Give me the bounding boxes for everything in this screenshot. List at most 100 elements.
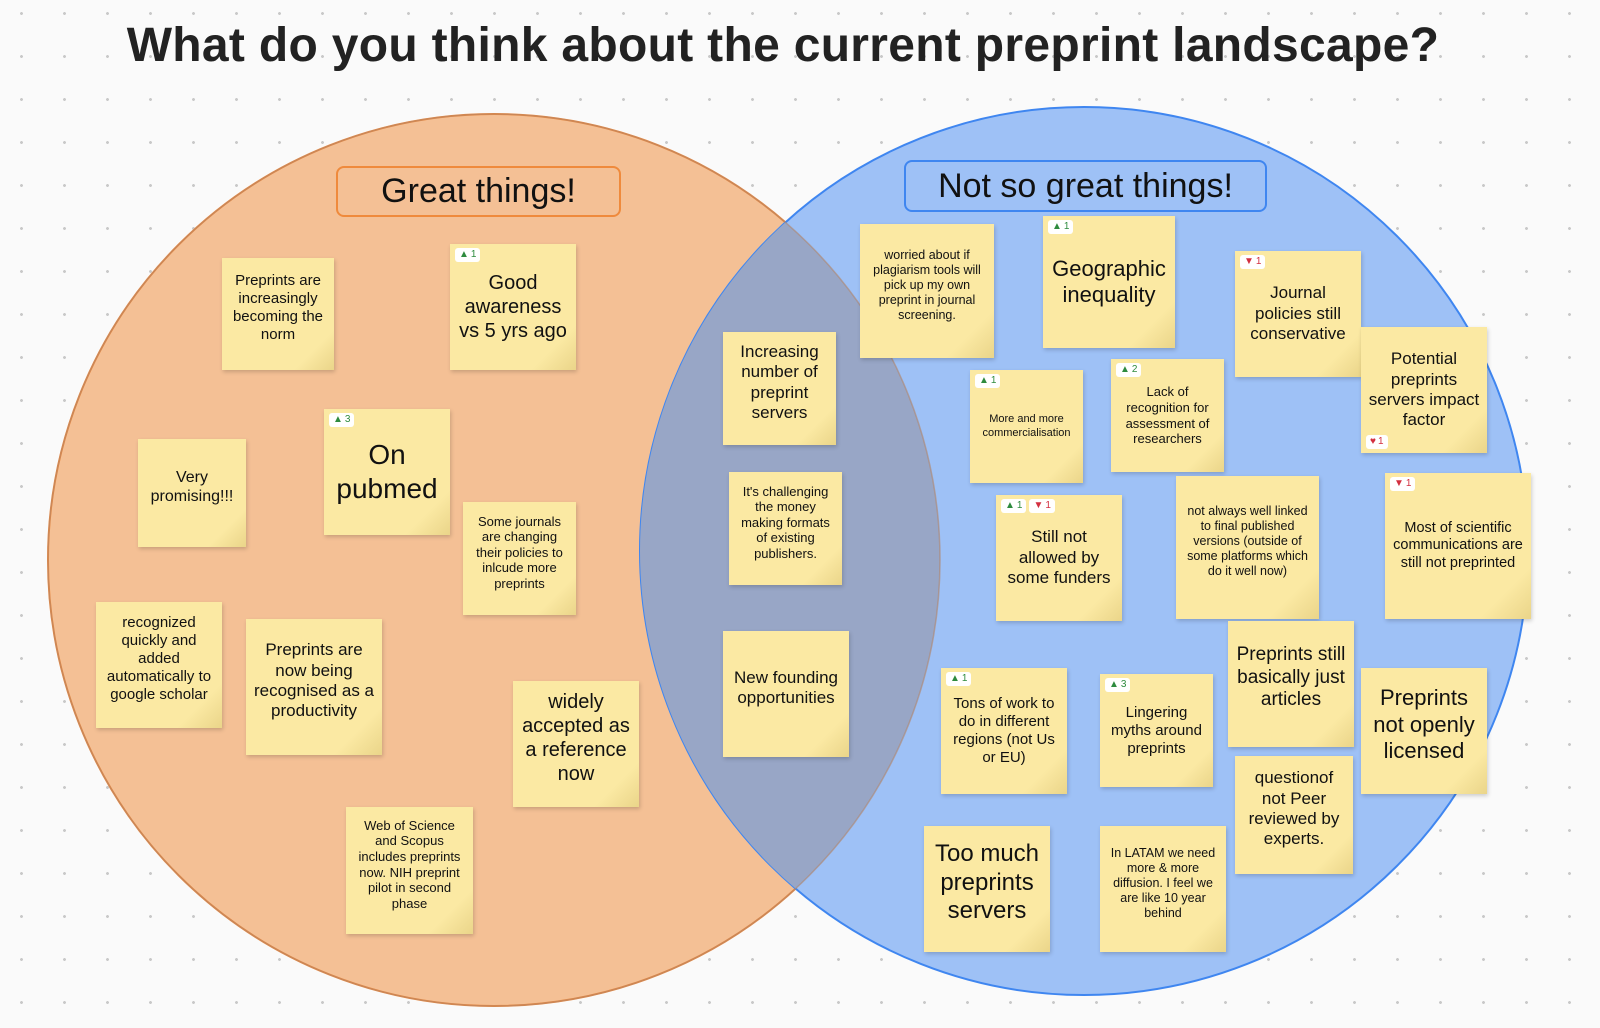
note-text: questionof not Peer reviewed by experts. <box>1248 768 1340 849</box>
note-text: Too much preprints servers <box>934 839 1040 925</box>
sticky-note[interactable]: Preprints are now being recognised as a … <box>246 619 382 755</box>
vote-badges: ▲ 1 <box>946 672 972 686</box>
upvote-badge[interactable]: ▲ 2 <box>1116 363 1142 377</box>
note-text: Most of scientific communications are st… <box>1393 519 1523 571</box>
upvote-badge[interactable]: ▲ 1 <box>455 248 481 262</box>
vote-count: 1 <box>1405 478 1412 489</box>
sticky-note[interactable]: Preprints still basically just articles <box>1228 621 1354 747</box>
downvote-badge[interactable]: ▼ 1 <box>1390 477 1416 491</box>
vote-badges: ▲ 1 <box>1048 220 1074 234</box>
vote-count: 3 <box>344 414 351 425</box>
great-things-label[interactable]: Great things! <box>336 166 621 217</box>
note-text: Preprints not openly licensed <box>1373 685 1475 764</box>
sticky-note[interactable]: Too much preprints servers <box>924 826 1050 952</box>
sticky-note[interactable]: Lack of recognition for assessment of re… <box>1111 359 1224 472</box>
upvote-badge[interactable]: ▲ 1 <box>946 672 972 686</box>
vote-badges: ▲ 2 <box>1116 363 1142 377</box>
sticky-note[interactable]: Good awareness vs 5 yrs ago ▲ 1 <box>450 244 576 370</box>
note-text: Still not allowed by some funders <box>1007 527 1111 588</box>
sticky-note[interactable]: Very promising!!! <box>138 439 246 547</box>
vote-badges: ▼ 1 <box>1390 477 1416 491</box>
downvote-badge[interactable]: ▼ 1 <box>1240 255 1266 269</box>
downvote-icon: ▼ <box>1033 500 1044 511</box>
note-text: Lack of recognition for assessment of re… <box>1125 384 1210 447</box>
note-text: It's challenging the money making format… <box>741 483 830 561</box>
sticky-note[interactable]: Increasing number of preprint servers <box>723 332 836 445</box>
note-text: New founding opportunities <box>734 667 838 707</box>
vote-badges: ▲ 1 ▼ 1 <box>1001 499 1055 513</box>
upvote-icon: ▲ <box>979 375 989 386</box>
downvote-icon: ▼ <box>1394 478 1404 489</box>
upvote-badge[interactable]: ▲ 1 <box>1048 220 1074 234</box>
vote-count: 1 <box>1255 256 1262 267</box>
upvote-icon: ▲ <box>1052 221 1062 232</box>
sticky-note[interactable]: Web of Science and Scopus includes prepr… <box>346 807 473 934</box>
upvote-badge[interactable]: ▲ 1 <box>975 374 1001 388</box>
sticky-note[interactable]: Tons of work to do in different regions … <box>941 668 1067 794</box>
note-text: Good awareness vs 5 yrs ago <box>459 272 567 342</box>
note-text: On pubmed <box>336 439 438 504</box>
downvote-badge[interactable]: ▼ 1 <box>1029 499 1055 513</box>
sticky-note[interactable]: Potential preprints servers impact facto… <box>1361 327 1487 453</box>
heart-badge[interactable]: ♥ 1 <box>1366 435 1388 449</box>
vote-count: 3 <box>1120 679 1127 690</box>
sticky-note[interactable]: Preprints not openly licensed <box>1361 668 1487 794</box>
sticky-note[interactable]: Most of scientific communications are st… <box>1385 473 1531 619</box>
note-text: Lingering myths around preprints <box>1111 703 1202 757</box>
sticky-note[interactable]: Lingering myths around preprints ▲ 3 <box>1100 674 1213 787</box>
sticky-note[interactable]: New founding opportunities <box>723 631 849 757</box>
note-text: recognized quickly and added automatical… <box>106 614 212 703</box>
sticky-note[interactable]: Preprints are increasingly becoming the … <box>222 258 334 370</box>
vote-badges: ▲ 3 <box>329 413 355 427</box>
vote-count: 1 <box>990 375 997 386</box>
sticky-note[interactable]: On pubmed ▲ 3 <box>324 409 450 535</box>
sticky-note[interactable]: questionof not Peer reviewed by experts. <box>1235 756 1353 874</box>
note-text: Web of Science and Scopus includes prepr… <box>358 817 461 911</box>
note-text: Some journals are changing their policie… <box>476 513 563 591</box>
vote-badges: ▲ 1 <box>455 248 481 262</box>
upvote-icon: ▲ <box>950 673 960 684</box>
sticky-note[interactable]: Journal policies still conservative ▼ 1 <box>1235 251 1361 377</box>
vote-count: 1 <box>1377 436 1384 447</box>
upvote-badge[interactable]: ▲ 3 <box>1105 678 1131 692</box>
vote-badges: ▲ 3 <box>1105 678 1131 692</box>
vote-count: 1 <box>1063 221 1070 232</box>
note-text: not always well linked to final publishe… <box>1187 504 1308 578</box>
sticky-note[interactable]: worried about if plagiarism tools will p… <box>860 224 994 358</box>
note-text: worried about if plagiarism tools will p… <box>873 247 981 322</box>
vote-badges: ♥ 1 <box>1366 435 1388 449</box>
note-text: widely accepted as a reference now <box>522 691 630 785</box>
note-text: Tons of work to do in different regions … <box>953 695 1055 766</box>
upvote-badge[interactable]: ▲ 1 <box>1001 499 1027 513</box>
upvote-icon: ▲ <box>1109 679 1119 690</box>
sticky-note[interactable]: More and more commercialisation ▲ 1 <box>970 370 1083 483</box>
note-text: Preprints still basically just articles <box>1236 643 1346 711</box>
vote-count: 2 <box>1131 364 1138 375</box>
sticky-note[interactable]: recognized quickly and added automatical… <box>96 602 222 728</box>
sticky-note[interactable]: Geographic inequality ▲ 1 <box>1043 216 1175 348</box>
note-text: Geographic inequality <box>1052 255 1166 307</box>
note-text: Journal policies still conservative <box>1250 283 1346 344</box>
note-text: Preprints are now being recognised as a … <box>253 640 375 721</box>
sticky-note[interactable]: Still not allowed by some funders ▲ 1 ▼ 1 <box>996 495 1122 621</box>
sticky-note[interactable]: widely accepted as a reference now <box>513 681 639 807</box>
upvote-icon: ▲ <box>1120 364 1130 375</box>
note-text: Very promising!!! <box>150 468 234 505</box>
note-text: Potential preprints servers impact facto… <box>1368 349 1480 430</box>
sticky-note[interactable]: It's challenging the money making format… <box>729 472 842 585</box>
sticky-note[interactable]: Some journals are changing their policie… <box>463 502 576 615</box>
vote-badges: ▼ 1 <box>1240 255 1266 269</box>
heart-icon: ♥ <box>1370 436 1376 447</box>
board-title: What do you think about the current prep… <box>126 19 1440 72</box>
upvote-badge[interactable]: ▲ 3 <box>329 413 355 427</box>
sticky-note[interactable]: not always well linked to final publishe… <box>1176 476 1319 619</box>
upvote-icon: ▲ <box>459 249 469 260</box>
sticky-note[interactable]: In LATAM we need more & more diffusion. … <box>1100 826 1226 952</box>
vote-count: 1 <box>1045 500 1051 511</box>
note-text: More and more commercialisation <box>982 413 1071 439</box>
vote-badges: ▲ 1 <box>975 374 1001 388</box>
vote-count: 1 <box>470 249 477 260</box>
upvote-icon: ▲ <box>333 414 343 425</box>
downvote-icon: ▼ <box>1244 256 1254 267</box>
not-so-great-things-label[interactable]: Not so great things! <box>904 160 1267 212</box>
